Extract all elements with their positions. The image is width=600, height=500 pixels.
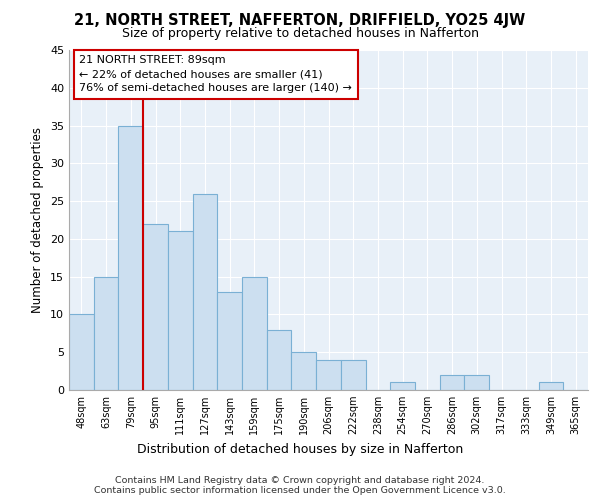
Bar bbox=[316, 360, 341, 390]
Text: Size of property relative to detached houses in Nafferton: Size of property relative to detached ho… bbox=[121, 28, 479, 40]
Bar bbox=[539, 382, 563, 390]
Text: Distribution of detached houses by size in Nafferton: Distribution of detached houses by size … bbox=[137, 442, 463, 456]
Bar bbox=[143, 224, 168, 390]
Text: Contains HM Land Registry data © Crown copyright and database right 2024.: Contains HM Land Registry data © Crown c… bbox=[115, 476, 485, 485]
Bar bbox=[390, 382, 415, 390]
Bar bbox=[440, 375, 464, 390]
Bar bbox=[242, 276, 267, 390]
Bar bbox=[69, 314, 94, 390]
Bar bbox=[118, 126, 143, 390]
Bar bbox=[464, 375, 489, 390]
Bar bbox=[292, 352, 316, 390]
Bar bbox=[168, 232, 193, 390]
Bar bbox=[217, 292, 242, 390]
Bar bbox=[267, 330, 292, 390]
Text: Contains public sector information licensed under the Open Government Licence v3: Contains public sector information licen… bbox=[94, 486, 506, 495]
Bar bbox=[341, 360, 365, 390]
Text: 21 NORTH STREET: 89sqm
← 22% of detached houses are smaller (41)
76% of semi-det: 21 NORTH STREET: 89sqm ← 22% of detached… bbox=[79, 55, 352, 93]
Bar bbox=[94, 276, 118, 390]
Bar bbox=[193, 194, 217, 390]
Y-axis label: Number of detached properties: Number of detached properties bbox=[31, 127, 44, 313]
Text: 21, NORTH STREET, NAFFERTON, DRIFFIELD, YO25 4JW: 21, NORTH STREET, NAFFERTON, DRIFFIELD, … bbox=[74, 12, 526, 28]
